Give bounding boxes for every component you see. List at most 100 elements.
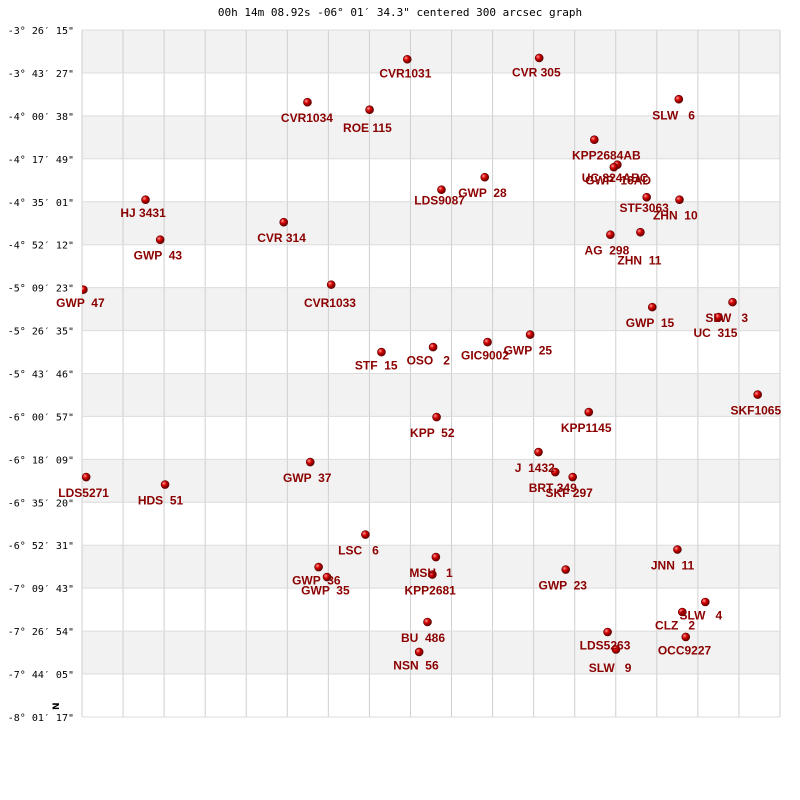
star-point — [525, 330, 535, 339]
star-point — [361, 530, 370, 539]
star-label: CVR 314 — [257, 231, 306, 245]
star-point — [82, 285, 88, 294]
star-point — [642, 192, 651, 202]
star-label: CLZ 2 — [655, 618, 695, 632]
star-point — [303, 97, 312, 107]
y-tick-label: -6° 35′ 20" — [8, 498, 74, 509]
star-label: KPP2684AB — [572, 149, 641, 163]
star-point — [584, 407, 594, 417]
star-point — [714, 312, 723, 322]
star-point — [428, 570, 437, 579]
star-point — [606, 230, 615, 239]
star-label: CVR 305 — [512, 65, 561, 79]
star-label: CVR1034 — [281, 111, 333, 125]
star-label: LDS5271 — [58, 486, 109, 500]
grid-lines — [81, 29, 781, 718]
y-tick-label: -7° 09′ 43" — [8, 584, 74, 595]
grid-band — [82, 674, 780, 717]
grid-band — [82, 30, 780, 73]
star-point — [480, 172, 490, 182]
star-label: SKF 297 — [545, 486, 593, 500]
grid-band — [82, 72, 780, 116]
star-point — [82, 472, 91, 482]
star-point — [305, 457, 315, 467]
grid-band — [82, 459, 780, 503]
y-tick-label: -6° 52′ 31" — [8, 541, 74, 552]
star-label: GWP 15 — [626, 316, 675, 330]
star-label: SLW 6 — [652, 108, 695, 122]
star-label: STF 15 — [355, 359, 398, 373]
star-label: KPP2681 — [404, 584, 456, 598]
y-tick-label: -5° 09′ 23" — [8, 284, 74, 295]
grid-band — [82, 373, 780, 417]
star-label: SLW 9 — [589, 661, 632, 675]
star-point — [402, 54, 412, 64]
star-label: GWP 36 — [292, 574, 341, 588]
star-label: STF3063 — [619, 201, 669, 215]
star-point — [423, 617, 432, 627]
star-point — [677, 607, 687, 617]
star-label: KPP1145 — [561, 421, 612, 435]
star-label: ZHN 11 — [617, 254, 661, 268]
star-label: MSH 1 — [409, 566, 453, 580]
star-label: UC 824ABC — [582, 171, 649, 185]
star-point — [431, 552, 441, 562]
star-point — [365, 105, 374, 115]
star-label: KPP 52 — [410, 426, 455, 440]
data-points — [82, 53, 762, 657]
y-tick-label: -4° 35′ 01" — [8, 198, 74, 209]
plot-background — [82, 30, 780, 717]
star-point — [160, 480, 170, 489]
star-point — [279, 217, 289, 227]
star-point — [568, 472, 577, 482]
star-point — [674, 94, 684, 104]
grid-band — [82, 201, 780, 245]
y-tick-label: -3° 43′ 27" — [8, 69, 74, 80]
star-label: GWP 35 — [301, 584, 350, 598]
star-point — [534, 447, 543, 457]
y-tick-label: -5° 43′ 46" — [8, 369, 74, 380]
grid-band — [82, 416, 780, 460]
star-label: JNN 11 — [651, 559, 695, 573]
y-tick-label: -4° 52′ 12" — [8, 241, 74, 252]
y-tick-label: -7° 44′ 05" — [8, 670, 74, 681]
y-tick-label: -6° 00′ 57" — [8, 412, 74, 423]
star-label: HDS 51 — [138, 494, 184, 508]
star-label: UC 315 — [693, 326, 737, 340]
star-point — [314, 562, 323, 572]
star-point — [609, 162, 619, 172]
star-label: OSO 2 — [407, 354, 451, 368]
star-label: GWP 23 — [538, 579, 587, 593]
star-label: CVR1033 — [304, 296, 356, 310]
star-point — [483, 337, 492, 347]
star-point — [728, 297, 737, 307]
star-label: BU 486 — [401, 631, 445, 645]
data-labels: CVR1031 CVR 305 CVR1034 ROE 115 SLW 6 KPP2684… — [56, 65, 781, 674]
grid-band — [82, 330, 780, 374]
star-point — [681, 632, 691, 642]
y-tick-label: -4° 17′ 49" — [8, 155, 74, 166]
star-label: J 1432 — [515, 461, 555, 475]
star-label: SLW 3 — [705, 311, 748, 325]
star-point — [561, 565, 571, 574]
y-tick-label: -8° 01′ 17" — [8, 713, 74, 724]
star-label: ZHN 10 — [653, 209, 698, 223]
grid-band — [82, 115, 780, 159]
star-point — [636, 227, 645, 237]
north-indicator: N — [52, 702, 62, 710]
star-point — [534, 53, 544, 63]
star-point — [611, 645, 621, 654]
star-point — [428, 342, 438, 352]
star-label: GWP 28 — [458, 186, 507, 200]
star-label: OCC9227 — [658, 643, 712, 657]
star-label: LDS5263 — [580, 638, 631, 652]
chart-title: 00h 14m 08.92s -06° 01′ 34.3" centered 3… — [217, 6, 583, 19]
star-point — [326, 280, 336, 289]
star-point — [550, 467, 560, 477]
star-label: GWP 16AD — [585, 174, 651, 188]
star-point — [753, 390, 762, 399]
y-tick-label: -3° 26′ 15" — [8, 26, 74, 37]
grid-band — [82, 502, 780, 546]
star-point — [673, 545, 682, 554]
star-label: LDS9087 — [414, 194, 465, 208]
